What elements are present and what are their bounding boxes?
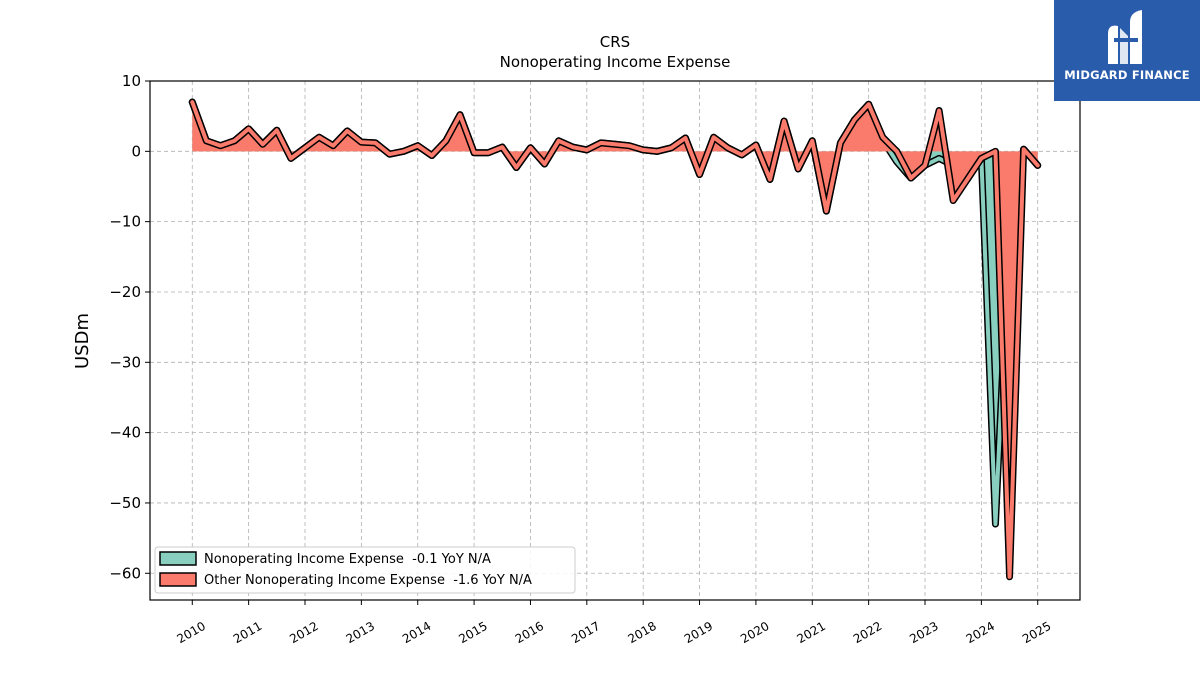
y-tick-label: 0 <box>131 142 141 160</box>
series-outline-other-nonoperating <box>188 98 1042 581</box>
chart-title: CRS <box>600 33 630 51</box>
y-tick-label: −30 <box>109 353 141 371</box>
y-tick-label: −10 <box>109 213 141 231</box>
x-tick-label: 2016 <box>513 619 546 646</box>
legend-label-other-nonoperating: Other Nonoperating Income Expense -1.6 Y… <box>204 573 532 588</box>
y-axis-label: USDm <box>72 313 93 369</box>
y-tick-label: −40 <box>109 424 141 442</box>
x-tick-label: 2017 <box>569 619 602 646</box>
grid <box>150 80 1080 600</box>
x-tick-label: 2025 <box>1020 619 1053 646</box>
midgard-finance-logo: MIDGARD FINANCE <box>1054 0 1200 101</box>
x-tick-label: 2013 <box>344 619 377 646</box>
series-line-other-nonoperating <box>190 100 1040 579</box>
ticks: 10 0 −10 −20 −30 −40 −50 −60 2010 2011 2012 2013 201… <box>109 72 1053 646</box>
legend-frame <box>154 546 576 594</box>
legend-swatch-other-nonoperating <box>159 572 197 587</box>
x-tick-label: 2022 <box>851 619 884 646</box>
legend-swatch-nonoperating <box>159 551 197 566</box>
x-tick-label: 2018 <box>625 619 658 646</box>
plot-frame <box>149 80 1081 601</box>
x-tick-label: 2015 <box>456 619 489 646</box>
series-layer <box>188 98 1042 581</box>
midgard-monogram-icon <box>1108 10 1142 64</box>
legend-label-nonoperating: Nonoperating Income Expense -0.1 YoY N/A <box>204 552 491 567</box>
logo-text: MIDGARD FINANCE <box>1064 68 1190 82</box>
y-tick-label: −50 <box>109 494 141 512</box>
y-tick-label: 10 <box>122 72 141 90</box>
x-tick-label: 2024 <box>964 619 997 646</box>
x-tick-label: 2011 <box>231 619 264 646</box>
x-tick-label: 2012 <box>287 619 320 646</box>
x-tick-label: 2010 <box>175 619 208 646</box>
x-tick-label: 2021 <box>795 619 828 646</box>
series-area-other-nonoperating <box>192 102 1038 577</box>
y-tick-label: −60 <box>109 564 141 582</box>
chart-subtitle: Nonoperating Income Expense <box>500 53 731 71</box>
legend: Nonoperating Income Expense -0.1 YoY N/A… <box>154 546 576 594</box>
x-tick-label: 2020 <box>738 619 771 646</box>
x-tick-label: 2014 <box>400 619 433 646</box>
y-tick-label: −20 <box>109 283 141 301</box>
x-tick-label: 2019 <box>682 619 715 646</box>
x-tick-label: 2023 <box>907 619 940 646</box>
